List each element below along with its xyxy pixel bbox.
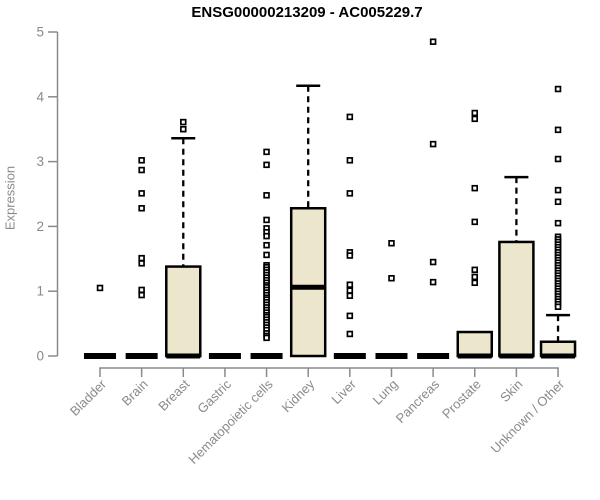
outlier-point (180, 118, 187, 126)
y-tick-label: 4 (36, 89, 44, 104)
outlier-point (388, 274, 395, 282)
outlier-point (471, 266, 479, 274)
outlier-point (471, 279, 479, 287)
collapsed-box (417, 353, 450, 359)
outlier-point (138, 291, 145, 299)
x-tick-label: Gastric (194, 376, 234, 416)
outlier-point (263, 216, 270, 224)
outlier-point (429, 278, 437, 286)
outlier-point (471, 218, 479, 226)
x-tick-label: Lung (370, 377, 401, 408)
outlier-point (180, 125, 187, 133)
y-tick-label: 0 (36, 349, 44, 364)
y-tick-label: 5 (36, 25, 44, 40)
x-tick-label: Pancreas (393, 376, 443, 426)
outlier-point (554, 155, 562, 163)
x-tick-label: Prostate (439, 377, 484, 422)
box (456, 330, 494, 358)
outlier-point (346, 330, 354, 338)
box (165, 265, 202, 358)
outlier-point (263, 161, 270, 169)
outlier-point (263, 251, 270, 259)
outlier-point (96, 284, 104, 292)
outlier-point (263, 334, 270, 342)
x-tick-label: Breast (155, 376, 192, 413)
outlier-point (346, 312, 354, 320)
outlier-point (263, 148, 270, 156)
outlier-point (138, 166, 145, 174)
outlier-point (554, 126, 562, 134)
collapsed-box (84, 353, 116, 359)
outlier-point (471, 273, 479, 281)
outlier-point (554, 303, 562, 311)
y-tick-label: 2 (36, 219, 44, 234)
outlier-point (554, 186, 562, 194)
collapsed-box (333, 353, 366, 359)
outlier-point (138, 254, 145, 262)
outlier-point (346, 113, 354, 121)
outlier-point (554, 198, 562, 206)
outlier-point (429, 258, 437, 266)
outlier-point (346, 190, 354, 197)
outlier-point (429, 140, 437, 148)
outlier-point (138, 190, 145, 197)
outlier-point (346, 281, 354, 288)
x-tick-label: Bladder (67, 376, 110, 419)
x-tick-label: Kidney (279, 376, 318, 415)
outlier-point (471, 184, 479, 192)
x-tick-label: Skin (497, 377, 525, 405)
outlier-point (554, 219, 562, 227)
outlier-point (138, 286, 145, 294)
chart-title: ENSG00000213209 - AC005229.7 (191, 4, 423, 21)
outlier-point (554, 85, 562, 93)
collapsed-box (250, 353, 283, 359)
collapsed-box (208, 353, 241, 359)
y-tick-label: 3 (36, 154, 44, 169)
x-tick-label: Liver (328, 376, 359, 407)
outlier-point (346, 287, 354, 294)
outlier-point (263, 232, 270, 240)
y-tick-label: 1 (36, 284, 44, 299)
box (289, 207, 327, 358)
outlier-point (138, 157, 145, 164)
outlier-point (346, 292, 354, 299)
outlier-point (138, 205, 145, 212)
x-tick-label: Unknown / Other (488, 376, 568, 456)
outlier-point (471, 115, 479, 123)
outlier-point (429, 38, 437, 45)
x-tick-label: Brain (119, 377, 151, 409)
outlier-point (346, 157, 354, 164)
outlier-point (346, 252, 354, 259)
outlier-point (388, 239, 395, 247)
outlier-point (471, 109, 479, 117)
outlier-point (138, 260, 145, 267)
collapsed-box (375, 353, 408, 359)
outlier-point (263, 192, 270, 199)
outlier-point (263, 241, 270, 249)
box (498, 240, 535, 358)
collapsed-box (125, 353, 158, 359)
